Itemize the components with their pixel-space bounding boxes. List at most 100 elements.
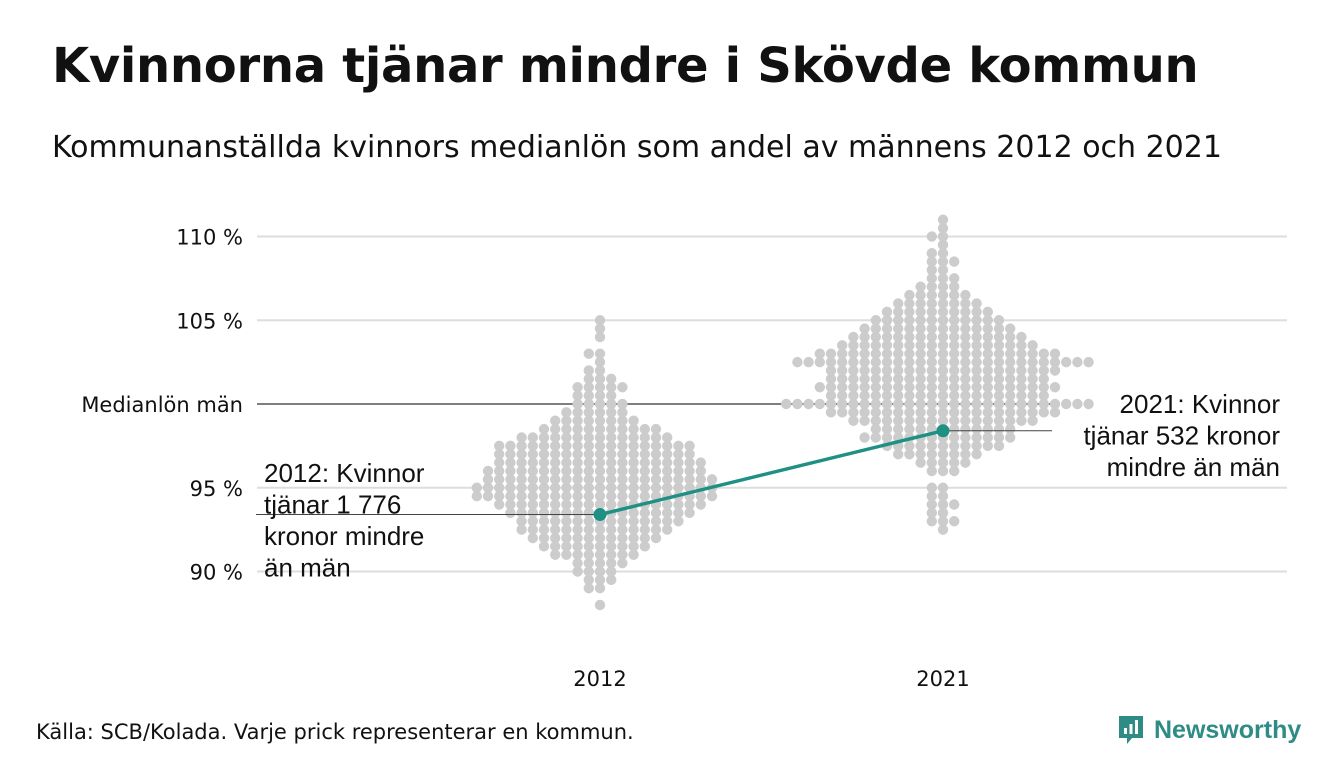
- dot: [915, 365, 926, 376]
- dot: [982, 373, 993, 385]
- dot: [1083, 398, 1094, 410]
- dot: [695, 490, 706, 502]
- dot: [1005, 348, 1016, 359]
- annotation-2021: 2021: Kvinnor tjänar 532 kronor mindre än …: [1083, 389, 1280, 482]
- dot: [960, 398, 971, 410]
- dot: [673, 457, 684, 468]
- dot: [982, 432, 993, 443]
- dot: [814, 356, 825, 368]
- dot: [1027, 340, 1038, 351]
- dot: [904, 449, 915, 460]
- dot: [650, 524, 662, 535]
- dot: [662, 465, 673, 477]
- dot: [550, 549, 561, 560]
- dot: [960, 382, 971, 393]
- dot: [617, 440, 628, 452]
- dot: [706, 474, 718, 485]
- dot: [904, 423, 915, 435]
- dot: [1038, 398, 1050, 410]
- dot: [949, 356, 960, 368]
- dot: [550, 449, 561, 460]
- dot: [949, 340, 960, 351]
- dot: [937, 457, 949, 468]
- dot: [538, 432, 550, 443]
- dot: [960, 315, 971, 326]
- dot: [937, 499, 949, 510]
- dot: [881, 306, 893, 318]
- dot: [881, 356, 893, 368]
- dot: [915, 315, 926, 326]
- dot: [904, 298, 915, 309]
- dot: [870, 323, 881, 334]
- dot: [527, 474, 538, 485]
- dot: [639, 423, 650, 435]
- dot: [617, 449, 628, 460]
- dot: [848, 340, 859, 351]
- dot: [561, 474, 572, 485]
- chart-title: Kvinnorna tjänar mindre i Skövde kommun: [52, 38, 1199, 94]
- dot: [561, 432, 572, 443]
- dot: [583, 423, 594, 435]
- dot: [837, 348, 848, 359]
- dot: [673, 516, 684, 527]
- dot: [893, 298, 904, 309]
- dot: [926, 356, 937, 368]
- dot: [662, 449, 673, 460]
- dot: [1072, 398, 1083, 410]
- dot: [538, 465, 550, 477]
- dot: [937, 356, 949, 368]
- dot: [937, 281, 949, 292]
- dot: [1016, 373, 1027, 385]
- dot: [628, 423, 639, 435]
- dot: [583, 507, 594, 519]
- dot: [937, 390, 949, 401]
- dot: [482, 465, 494, 477]
- dot: [781, 398, 792, 410]
- dot: [937, 524, 949, 535]
- dot: [572, 516, 583, 527]
- dot: [561, 465, 572, 477]
- dot: [550, 457, 561, 468]
- dot: [837, 340, 848, 351]
- dot: [527, 507, 538, 519]
- dot: [915, 398, 926, 410]
- dot: [949, 415, 960, 426]
- dot: [1005, 407, 1016, 418]
- dot: [594, 373, 606, 385]
- dot: [893, 315, 904, 326]
- dot: [937, 516, 949, 527]
- dot: [904, 356, 915, 368]
- dot: [1027, 348, 1038, 359]
- gridlines: [257, 235, 1287, 573]
- dot: [550, 516, 561, 527]
- dot: [960, 356, 971, 368]
- dot: [982, 323, 993, 334]
- dot: [982, 407, 993, 418]
- dot: [960, 331, 971, 343]
- dot: [617, 398, 628, 410]
- dot: [1027, 390, 1038, 401]
- dot: [550, 474, 561, 485]
- dot: [662, 482, 673, 493]
- dot: [583, 541, 594, 552]
- dot: [881, 315, 893, 326]
- dot: [471, 482, 482, 493]
- dot: [572, 449, 583, 460]
- dot: [561, 415, 572, 426]
- dot: [949, 440, 960, 452]
- dot: [1049, 365, 1061, 376]
- dot: [937, 315, 949, 326]
- dot: [494, 490, 505, 502]
- dot: [937, 415, 949, 426]
- dot: [937, 323, 949, 334]
- dot: [926, 390, 937, 401]
- dot: [572, 432, 583, 443]
- dot: [527, 516, 538, 527]
- dot: [606, 474, 617, 485]
- dot: [650, 449, 662, 460]
- dot: [960, 306, 971, 318]
- dot: [662, 524, 673, 535]
- dot: [893, 348, 904, 359]
- dot: [1038, 348, 1050, 359]
- dot: [960, 407, 971, 418]
